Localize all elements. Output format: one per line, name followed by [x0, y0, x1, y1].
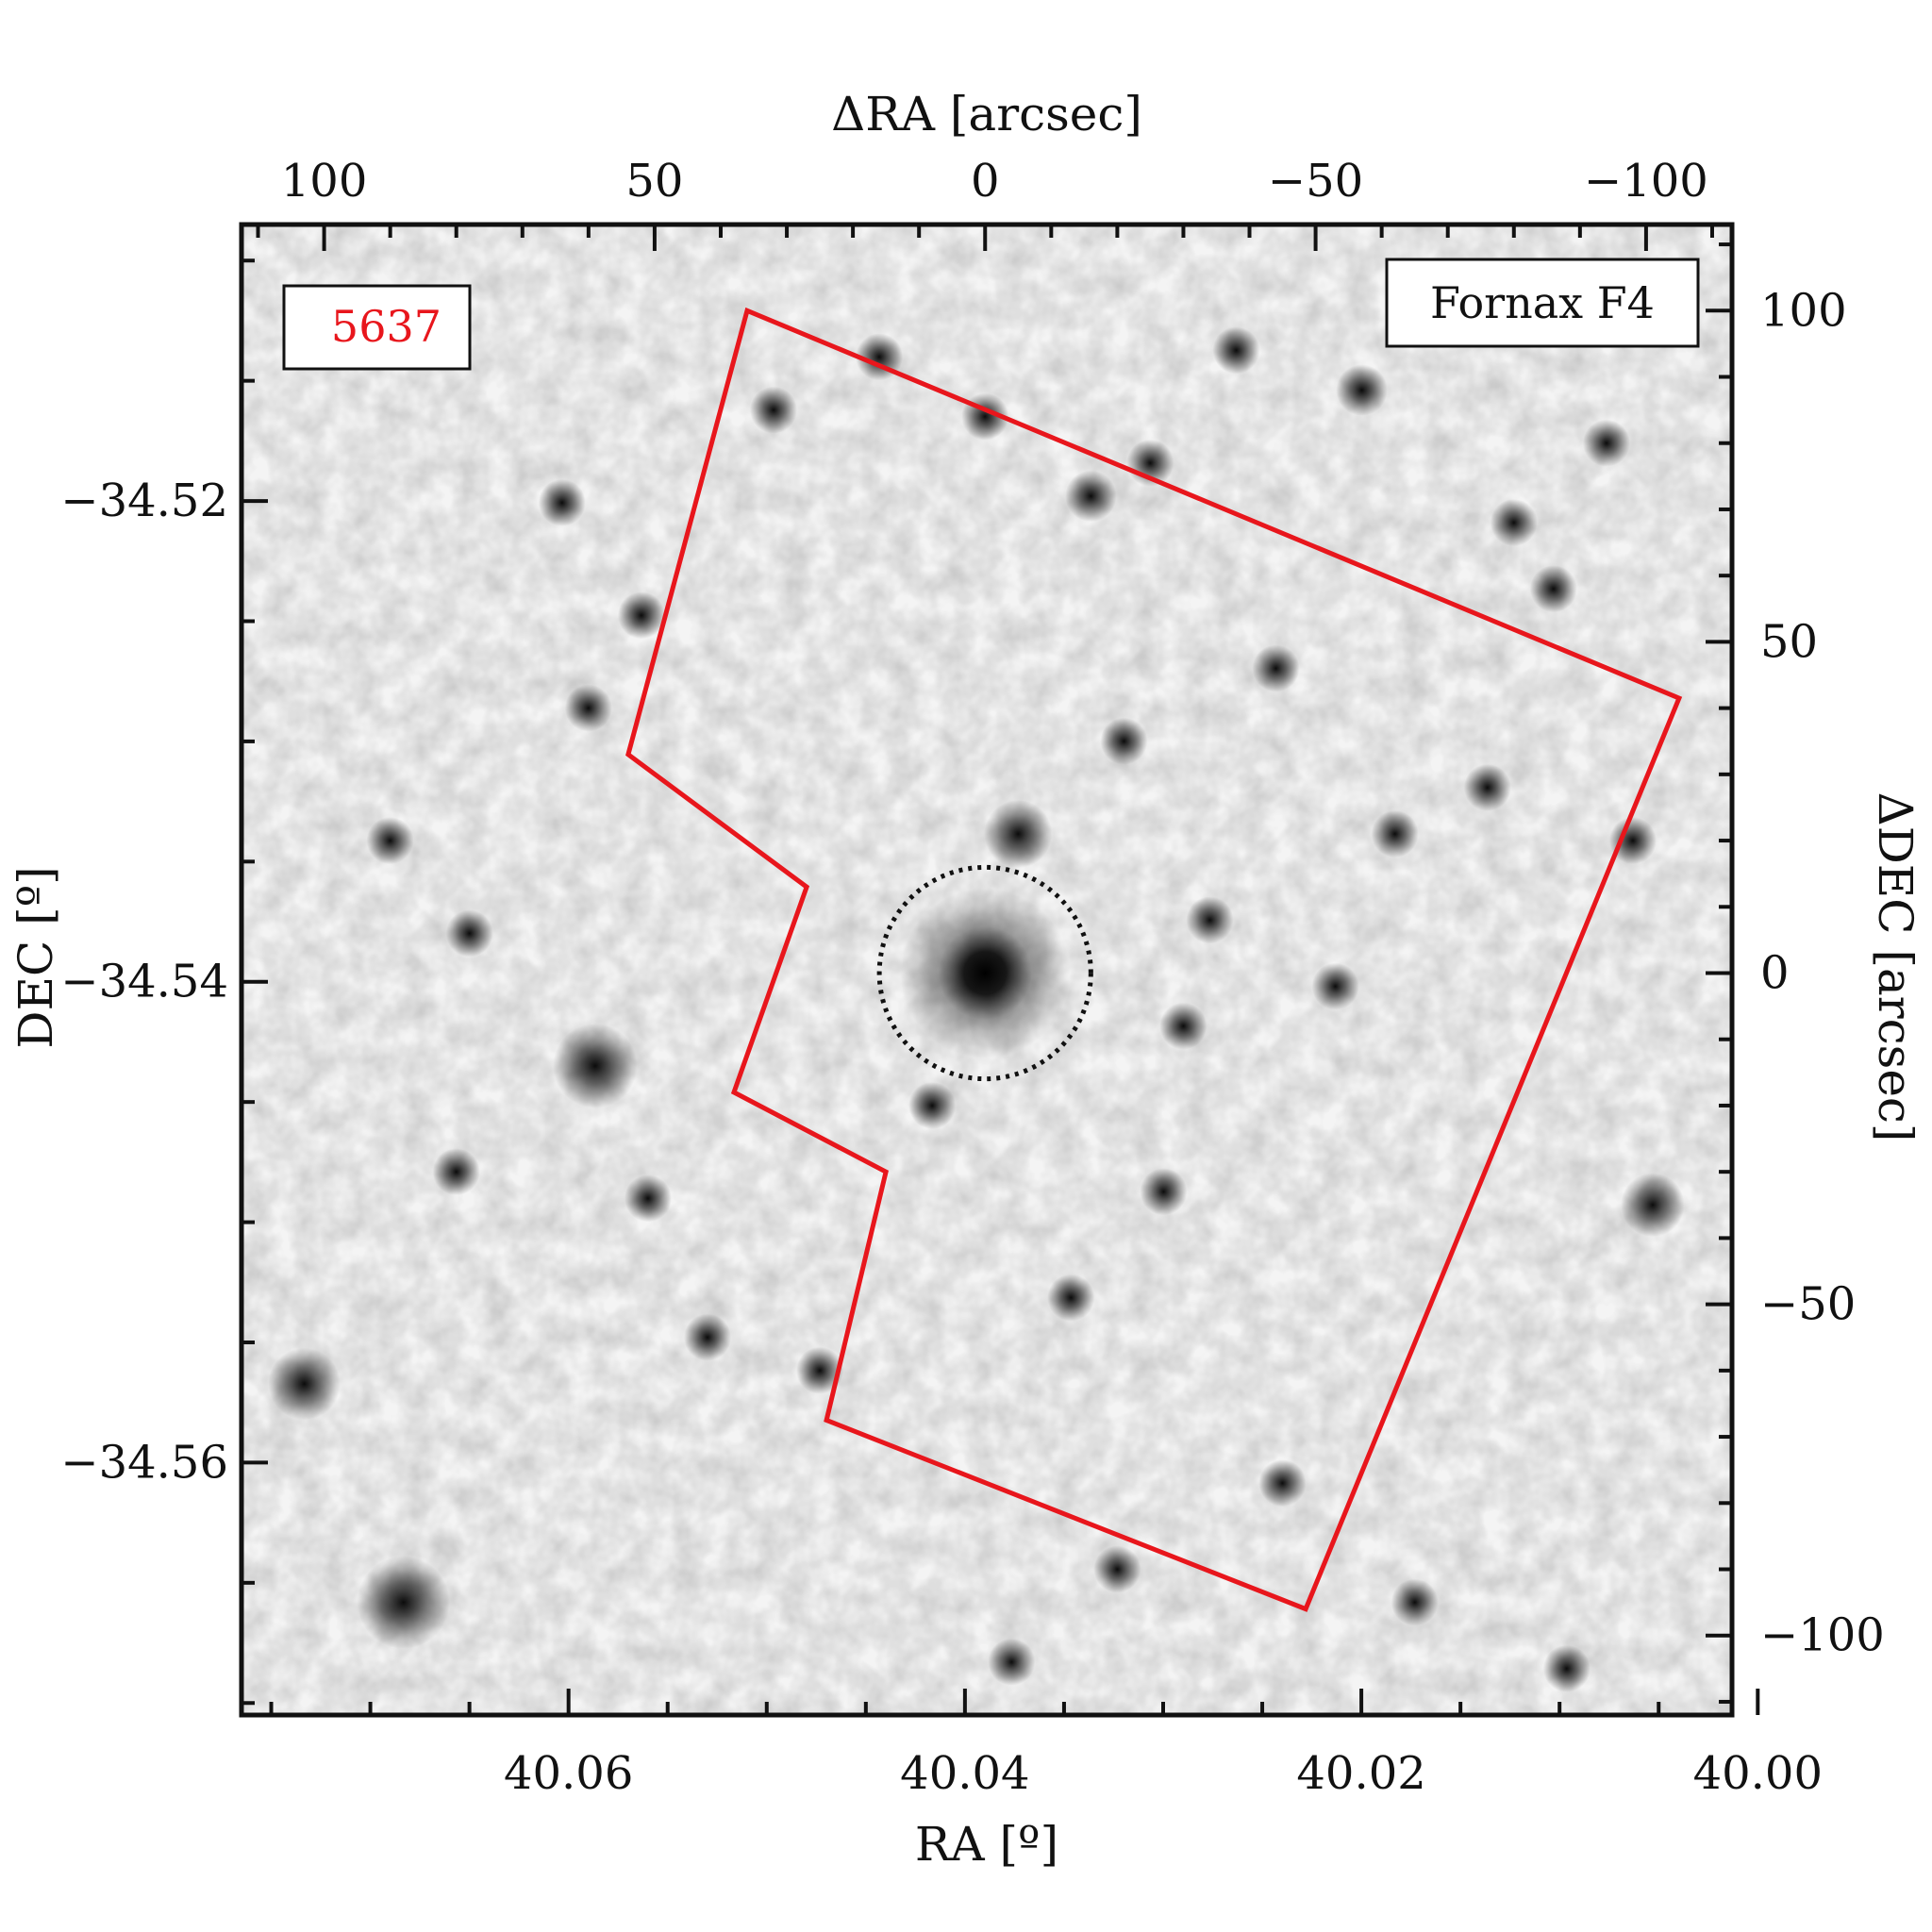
star [988, 1638, 1036, 1686]
star [750, 386, 797, 434]
legend-field-box: Fornax F4 [1385, 258, 1700, 348]
x-tick-label-top: 100 [281, 155, 368, 208]
y-tick-label-right: −100 [1760, 1609, 1885, 1662]
aperture-circle [876, 864, 1093, 1082]
star [445, 909, 493, 958]
y-tick-label-right: −50 [1760, 1278, 1856, 1331]
x-tick-label-bottom: 40.02 [1296, 1747, 1425, 1800]
instrument-footprint [625, 307, 1683, 1612]
star [1621, 1173, 1685, 1238]
star [624, 1174, 672, 1223]
field-label: Fornax F4 [1430, 277, 1655, 328]
x-tick-label-top: 0 [971, 155, 1000, 208]
star [1093, 1545, 1141, 1593]
star [1463, 763, 1511, 811]
star [432, 1148, 480, 1196]
stars-layer [268, 326, 1685, 1692]
x-tick-label-top: −100 [1584, 155, 1708, 208]
star [1252, 644, 1300, 692]
y-tick-label-left: −34.54 [60, 956, 228, 1008]
y-tick-label-left: −34.52 [60, 475, 228, 527]
star [1336, 364, 1388, 416]
y-axis-title-left: DEC [º] [8, 866, 63, 1048]
y-tick-label-right: 0 [1760, 947, 1790, 1000]
x-tick-label-top: −50 [1268, 155, 1363, 208]
y-axis-title-right: ΔDEC [arcsec] [1868, 792, 1923, 1142]
star [1140, 1168, 1188, 1216]
star [1582, 419, 1630, 467]
x-axis-title-top: ΔRA [arcsec] [831, 87, 1142, 142]
star [553, 1024, 638, 1108]
axis-tick-labels: 40.06 40.04 40.02 40.00 −34.52 −34.54 −34.56 10… [60, 155, 1884, 1800]
star [366, 817, 414, 865]
star [1542, 1644, 1591, 1692]
y-tick-label-right: 100 [1760, 284, 1847, 337]
star [684, 1313, 731, 1361]
legend-object-box: 5637 [282, 284, 472, 371]
star [796, 1346, 844, 1394]
x-tick-label-bottom: 40.04 [900, 1747, 1029, 1800]
star [268, 1347, 341, 1421]
star [1100, 717, 1148, 765]
star [984, 800, 1053, 868]
star [564, 684, 612, 732]
star [908, 1082, 957, 1129]
star [1490, 499, 1538, 546]
star [1391, 1578, 1439, 1626]
star [1212, 326, 1260, 375]
star [617, 591, 665, 640]
star [1047, 1274, 1095, 1322]
star [1159, 1002, 1208, 1050]
object-label: 5637 [331, 301, 441, 352]
star [538, 478, 586, 526]
star [1529, 565, 1577, 613]
x-tick-label-bottom: 40.06 [504, 1747, 633, 1800]
sky-image [242, 225, 1732, 1715]
star [1258, 1459, 1307, 1507]
star [1186, 896, 1234, 944]
x-axis-title-bottom: RA [º] [915, 1817, 1058, 1872]
star [357, 1556, 450, 1649]
y-tick-label-left: −34.56 [60, 1436, 228, 1489]
star [1065, 470, 1117, 523]
y-tick-label-right: 50 [1760, 615, 1818, 668]
x-tick-label-bottom: 40.00 [1693, 1747, 1823, 1800]
x-tick-label-top: 50 [625, 155, 683, 208]
star [1371, 810, 1419, 858]
star [1311, 962, 1359, 1010]
star [1608, 817, 1657, 865]
axis-ticks [242, 225, 1760, 1715]
target-galaxy [900, 888, 1071, 1058]
